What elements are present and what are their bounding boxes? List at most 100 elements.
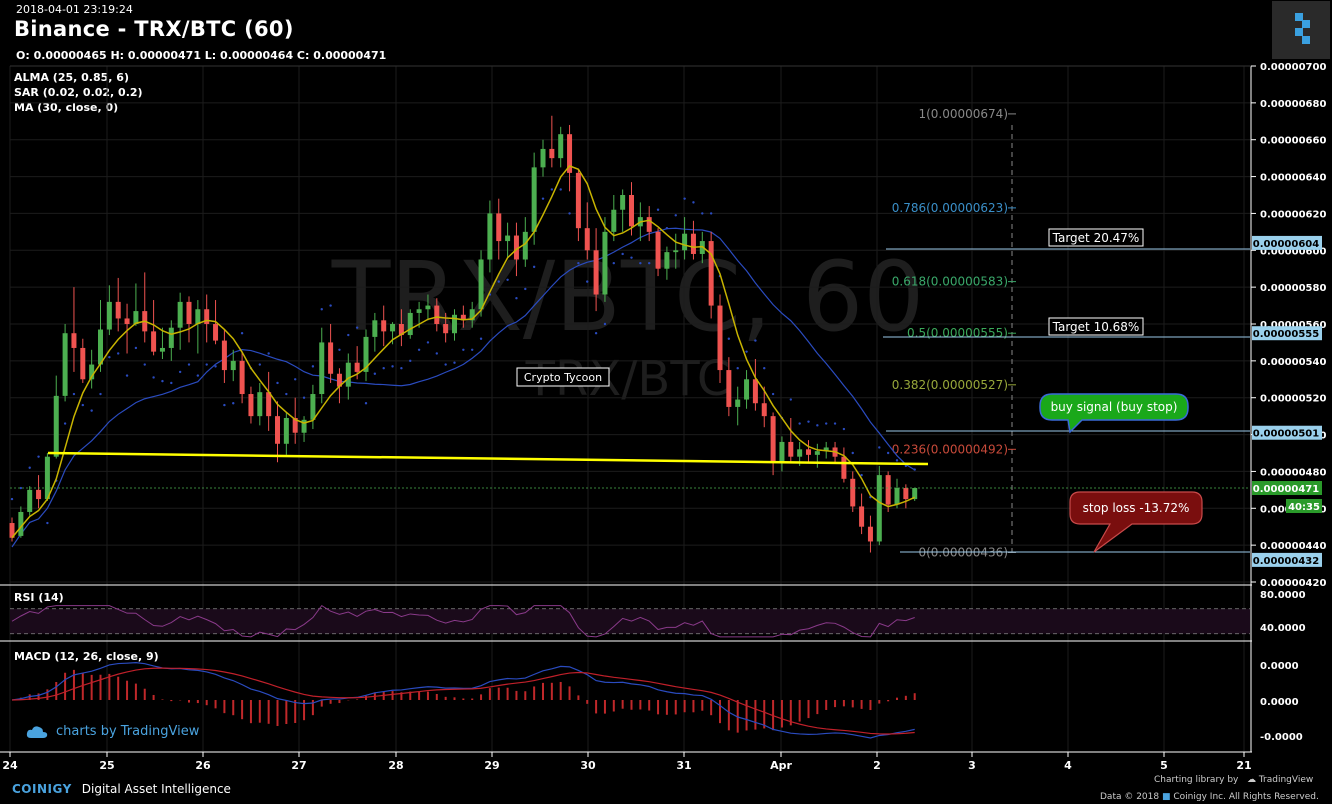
target2-label[interactable]: Target 10.68%: [883, 317, 1250, 338]
tradingview-watermark[interactable]: charts by TradingView: [26, 724, 199, 739]
candle-body: [177, 301, 183, 328]
rsi-tick-label: 80.0000: [1260, 590, 1306, 601]
candle-body: [62, 333, 68, 396]
candle-body: [611, 209, 617, 232]
macd-tick-label: 0.0000: [1260, 661, 1299, 672]
candle-body: [708, 241, 714, 306]
candle-body: [629, 195, 634, 227]
crypto-tycoon-label[interactable]: Crypto Tycoon: [516, 367, 610, 387]
sar-dot: [612, 261, 615, 265]
y-tick-label: 0.00000540: [1260, 357, 1326, 368]
price-axis[interactable]: 0.00000700 0.00000680 0.00000660 0.00000640…: [1251, 62, 1326, 743]
sar-dot: [276, 381, 279, 385]
countdown-label: 40:35: [1288, 502, 1320, 513]
candle-body: [717, 305, 723, 371]
candle-body: [18, 511, 24, 536]
x-tick-label: 2: [873, 759, 881, 772]
candle-body: [894, 488, 900, 505]
candle-body: [301, 419, 307, 433]
candle-body: [53, 395, 59, 457]
coinigy-logo-icon[interactable]: [1272, 1, 1330, 59]
macd-label[interactable]: MACD (12, 26, close, 9): [14, 650, 159, 663]
charting-library-credit[interactable]: Charting library by ☁ TradingView: [1154, 775, 1313, 785]
sar-dot: [444, 363, 447, 366]
fib-label: 0.5(0.00000555): [907, 326, 1008, 340]
rsi-label[interactable]: RSI (14): [14, 591, 64, 604]
coinigy-small-icon: ■: [1162, 792, 1171, 802]
candle-body: [133, 311, 139, 324]
candle-body: [540, 148, 546, 168]
candle-body: [372, 320, 378, 337]
candle-body: [381, 320, 387, 332]
candle-body: [487, 213, 493, 260]
candle-body: [336, 373, 342, 387]
x-tick-label: 21: [1236, 759, 1251, 772]
price-tag: [1252, 481, 1322, 496]
target1-label[interactable]: Target 20.47%: [886, 228, 1250, 250]
sar-dot: [621, 252, 624, 256]
candle-body: [460, 314, 466, 321]
sar-dot: [90, 409, 93, 412]
indicator-alma[interactable]: ALMA (25, 0.85, 6): [14, 71, 129, 84]
alma-line: [11, 165, 916, 539]
support-trendline[interactable]: [47, 451, 929, 466]
candle-body: [434, 305, 440, 324]
sar-dot: [170, 381, 173, 385]
y-tick-label: 0.00000520: [1260, 394, 1326, 405]
candle-body: [797, 449, 803, 457]
candle-body: [283, 417, 289, 444]
candle-body: [469, 309, 475, 321]
candle-body: [106, 301, 112, 330]
sar-dot: [532, 265, 536, 269]
sar-dot: [471, 348, 474, 351]
sar-dot: [329, 304, 332, 307]
candle-body: [513, 235, 519, 260]
sar-dot: [860, 473, 863, 477]
sar-dot: [409, 359, 412, 363]
sar-dots: [10, 188, 916, 525]
candle-body: [806, 449, 811, 455]
sar-dot: [196, 374, 200, 377]
sar-dot: [400, 367, 403, 370]
sar-dot: [586, 280, 589, 283]
candle-body: [44, 456, 50, 500]
sar-dot: [232, 402, 235, 405]
sar-dot: [382, 367, 385, 370]
x-tick-label: 28: [388, 759, 403, 772]
sar-dot: [258, 363, 261, 366]
sar-dot: [364, 402, 368, 405]
coinigy-footer[interactable]: COINIGY Digital Asset Intelligence: [12, 782, 231, 796]
sar-dot: [736, 367, 739, 370]
target2-text: Target 10.68%: [1052, 320, 1140, 334]
candle-body: [761, 403, 767, 417]
y-tick-label: 0.00000640: [1260, 173, 1326, 184]
sar-dot: [842, 427, 846, 431]
indicator-ma[interactable]: MA (30, close, 0): [14, 101, 119, 114]
price-tag-label: 0.00000555: [1253, 329, 1319, 340]
sar-dot: [99, 392, 102, 396]
sar-dot: [541, 197, 545, 200]
candle-body: [664, 252, 670, 269]
candles: [9, 115, 918, 553]
sar-dot: [727, 337, 731, 340]
time-axis[interactable]: 24 25 26 27 28 29 30 31 Apr 2 3 4 5 21: [2, 752, 1252, 772]
stop-loss-callout[interactable]: stop loss -13.72%: [900, 491, 1250, 553]
candle-body: [9, 523, 15, 538]
fibonacci-retracement[interactable]: 1(0.00000674) 0.786(0.00000623) 0.618(0.00…: [892, 107, 1016, 560]
sar-dot: [19, 486, 23, 490]
candle-body: [867, 526, 873, 542]
candle-body: [239, 360, 245, 395]
indicator-sar[interactable]: SAR (0.02, 0.02, 0.2): [14, 86, 143, 99]
candle-body: [841, 456, 847, 479]
y-tick-label: 0.00000600: [1260, 246, 1326, 257]
y-tick-label: 0.00000660: [1260, 136, 1326, 147]
candle-body: [407, 312, 413, 336]
y-tick-label: 0.00000700: [1260, 62, 1326, 73]
sar-dot: [754, 339, 757, 342]
buy-signal-callout[interactable]: buy signal (buy stop): [886, 393, 1250, 434]
sar-dot: [683, 197, 686, 200]
sar-dot: [825, 422, 828, 425]
sar-dot: [603, 322, 607, 326]
sar-dot: [205, 363, 208, 366]
